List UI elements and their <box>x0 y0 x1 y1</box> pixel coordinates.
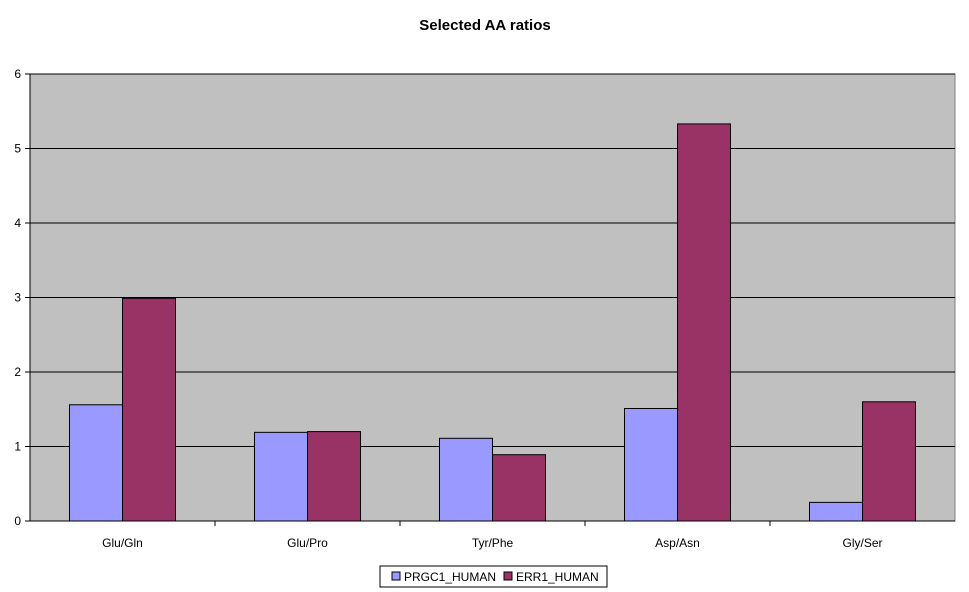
y-tick-label: 4 <box>14 216 21 230</box>
legend-label: PRGC1_HUMAN <box>404 570 496 584</box>
legend-swatch <box>391 571 401 581</box>
x-axis-ticks: Glu/Gln Glu/Pro Tyr/Phe Asp/Asn Gly/Ser <box>102 536 882 550</box>
y-tick-label: 1 <box>14 440 21 454</box>
y-tick-label: 5 <box>14 142 21 156</box>
bar <box>122 297 176 522</box>
chart-title: Selected AA ratios <box>419 17 550 34</box>
y-tick-label: 6 <box>14 67 21 81</box>
bar <box>624 408 678 522</box>
bar <box>862 401 916 522</box>
bar <box>307 431 361 522</box>
legend: PRGC1_HUMAN ERR1_HUMAN <box>379 565 608 588</box>
legend-box <box>379 565 608 588</box>
x-tick-label: Gly/Ser <box>842 536 882 550</box>
y-axis-ticks: 0 1 2 3 4 5 6 <box>14 67 21 528</box>
x-tick-label: Tyr/Phe <box>472 536 514 550</box>
y-tick-label: 3 <box>14 291 21 305</box>
y-tick-label: 2 <box>14 365 21 379</box>
legend-swatch <box>503 571 513 581</box>
bars <box>69 123 916 522</box>
x-tick-label: Glu/Gln <box>102 536 143 550</box>
axes <box>25 73 955 526</box>
bar <box>677 123 731 522</box>
bar <box>439 437 493 522</box>
bar <box>254 431 308 522</box>
x-tick-label: Glu/Pro <box>287 536 328 550</box>
x-tick-label: Asp/Asn <box>655 536 700 550</box>
bar <box>492 454 546 522</box>
y-tick-label: 0 <box>14 514 21 528</box>
legend-label: ERR1_HUMAN <box>516 570 599 584</box>
bar <box>809 501 863 522</box>
gridlines <box>30 73 955 447</box>
bar <box>69 404 123 522</box>
